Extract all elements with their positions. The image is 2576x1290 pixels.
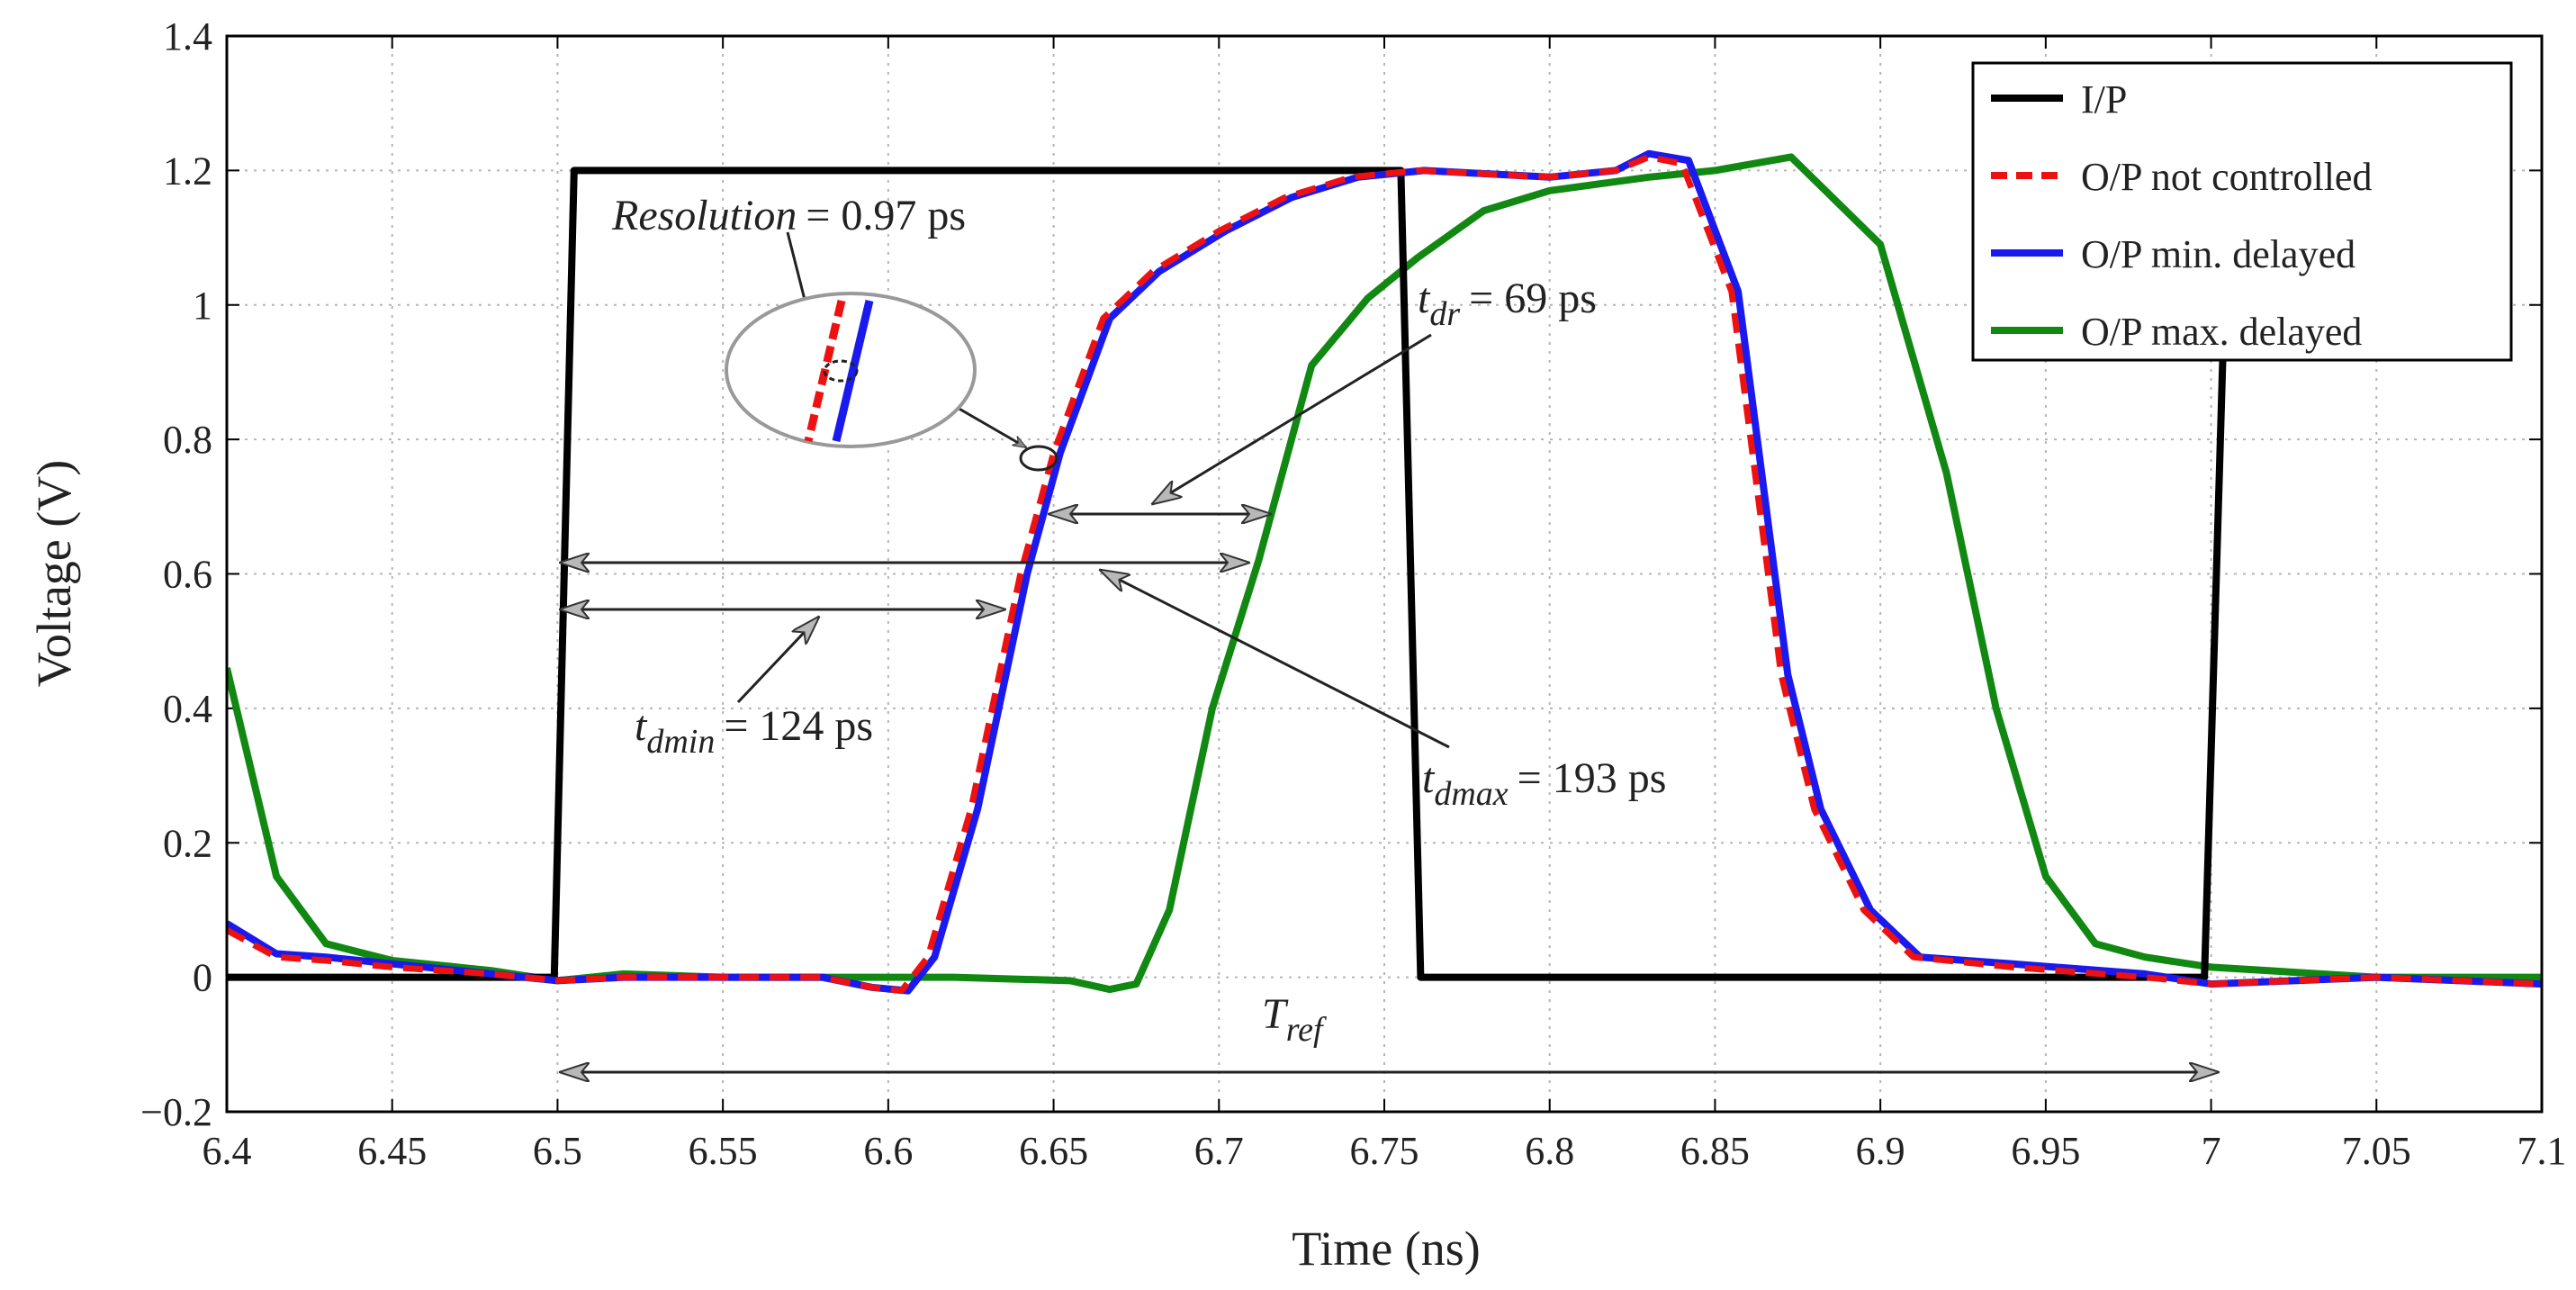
t-dr-label: tdr = 69 ps (1418, 275, 1597, 333)
y-tick-label: 1.4 (163, 14, 212, 59)
x-tick-label: 6.5 (533, 1129, 582, 1173)
t-dmin-leader (736, 617, 819, 704)
x-tick-label: 6.7 (1194, 1129, 1244, 1173)
x-tick-label: 6.9 (1856, 1129, 1905, 1173)
t-dmax-leader (1100, 570, 1450, 749)
x-tick-label: 6.55 (689, 1129, 758, 1173)
x-tick-label: 6.65 (1019, 1129, 1088, 1173)
x-tick-label: 7.1 (2517, 1129, 2567, 1173)
series-line-o-p-not-controlled (227, 153, 2542, 995)
t-dr-leader (1152, 333, 1432, 504)
tick-labels: 6.4 6.45 6.5 6.55 6.6 6.65 6.7 6.75 6.8 6.85 6.9 6.… (140, 14, 2566, 1173)
y-tick-label: 1.2 (163, 149, 212, 193)
y-tick-label: −0.2 (140, 1090, 212, 1134)
y-tick-label: 0.6 (163, 553, 212, 597)
t-ref-label: Tref (1262, 990, 1327, 1049)
x-tick-label: 6.6 (863, 1129, 913, 1173)
x-axis-title: Time (ns) (1292, 1222, 1481, 1276)
t-dmin-label: tdmin = 124 ps (635, 702, 873, 761)
legend-label: O/P not controlled (2081, 155, 2372, 199)
legend-label: O/P min. delayed (2081, 232, 2355, 276)
zoom-inset (725, 292, 977, 448)
x-tick-label: 6.95 (2011, 1129, 2080, 1173)
y-tick-label: 0.8 (163, 418, 212, 462)
legend: I/P O/P not controlled O/P min. delayed O/P… (1971, 61, 2513, 362)
t-dmax-label: tdmax = 193 ps (1422, 754, 1666, 813)
legend-label: O/P max. delayed (2081, 310, 2362, 354)
x-tick-label: 6.85 (1680, 1129, 1750, 1173)
y-tick-label: 0 (193, 956, 212, 1000)
annotations: Resolution = 0.97 ps tdr = 69 ps tdmin = 12… (560, 192, 2219, 1072)
y-axis-title: Voltage (V) (27, 460, 81, 687)
zoom-marker (1019, 445, 1058, 472)
x-tick-label: 6.8 (1525, 1129, 1574, 1173)
x-tick-label: 6.4 (203, 1129, 252, 1173)
legend-label: I/P (2081, 77, 2127, 122)
y-tick-label: 0.2 (163, 821, 212, 865)
x-tick-label: 7.05 (2342, 1129, 2411, 1173)
y-tick-label: 0.4 (163, 687, 212, 731)
resolution-label: Resolution = 0.97 ps (611, 192, 966, 239)
axis-ticks (226, 35, 2543, 1113)
x-tick-label: 6.45 (357, 1129, 427, 1173)
x-tick-label: 7 (2202, 1129, 2221, 1173)
plot-frame (225, 34, 2544, 1114)
legend-box (1971, 61, 2513, 362)
y-tick-label: 1 (193, 284, 212, 328)
series-group (227, 149, 2542, 995)
x-tick-label: 6.75 (1350, 1129, 1419, 1173)
